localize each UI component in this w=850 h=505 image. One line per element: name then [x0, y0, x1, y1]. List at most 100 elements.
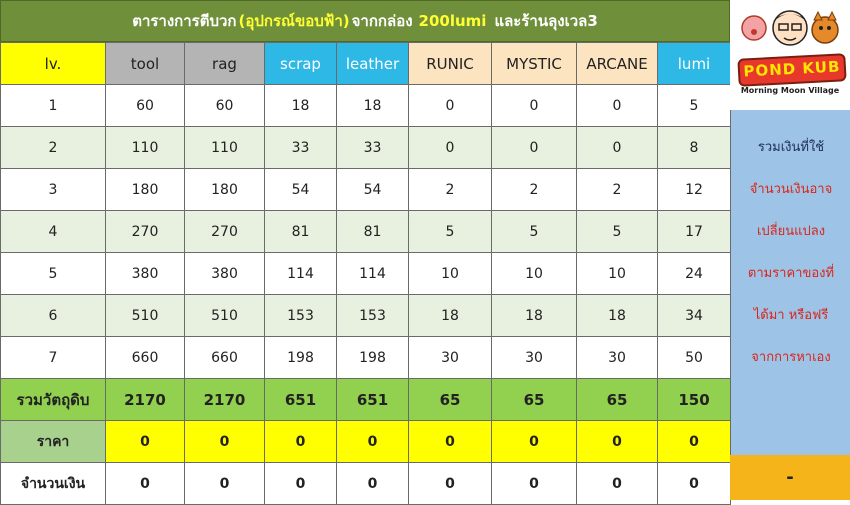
- total-label[interactable]: รวมวัตถุดิบ: [0, 378, 106, 421]
- total-cell[interactable]: 150: [657, 378, 731, 421]
- table-cell[interactable]: 12: [657, 168, 731, 211]
- amount-cell[interactable]: 0: [491, 462, 577, 505]
- table-cell[interactable]: 7: [0, 336, 106, 379]
- table-cell[interactable]: 180: [105, 168, 185, 211]
- table-cell[interactable]: 33: [264, 126, 337, 169]
- header-cell[interactable]: lumi: [657, 42, 731, 85]
- table-cell[interactable]: 18: [491, 294, 577, 337]
- table-cell[interactable]: 10: [408, 252, 492, 295]
- table-cell[interactable]: 8: [657, 126, 731, 169]
- table-cell[interactable]: 270: [184, 210, 265, 253]
- table-cell[interactable]: 24: [657, 252, 731, 295]
- table-cell[interactable]: 1: [0, 84, 106, 127]
- table-cell[interactable]: 660: [105, 336, 185, 379]
- amount-cell[interactable]: 0: [576, 462, 658, 505]
- header-cell[interactable]: lv.: [0, 42, 106, 85]
- amount-cell[interactable]: 0: [408, 462, 492, 505]
- table-cell[interactable]: 5: [491, 210, 577, 253]
- total-cell[interactable]: 65: [408, 378, 492, 421]
- table-cell[interactable]: 0: [408, 84, 492, 127]
- table-cell[interactable]: 0: [576, 126, 658, 169]
- total-cell[interactable]: 2170: [105, 378, 185, 421]
- table-cell[interactable]: 6: [0, 294, 106, 337]
- total-cell[interactable]: 65: [491, 378, 577, 421]
- header-cell[interactable]: tool: [105, 42, 185, 85]
- table-cell[interactable]: 2: [491, 168, 577, 211]
- price-cell[interactable]: 0: [105, 420, 185, 463]
- amount-cell[interactable]: 0: [264, 462, 337, 505]
- amount-cell[interactable]: 0: [105, 462, 185, 505]
- table-cell[interactable]: 0: [491, 84, 577, 127]
- table-cell[interactable]: 50: [657, 336, 731, 379]
- table-cell[interactable]: 18: [264, 84, 337, 127]
- table-cell[interactable]: 18: [336, 84, 409, 127]
- table-cell[interactable]: 2: [0, 126, 106, 169]
- table-cell[interactable]: 153: [336, 294, 409, 337]
- table-cell[interactable]: 380: [105, 252, 185, 295]
- table-cell[interactable]: 0: [576, 84, 658, 127]
- table-cell[interactable]: 2: [408, 168, 492, 211]
- table-cell[interactable]: 110: [184, 126, 265, 169]
- table-cell[interactable]: 510: [184, 294, 265, 337]
- price-label[interactable]: ราคา: [0, 420, 106, 463]
- amount-label[interactable]: จำนวนเงิน: [0, 462, 106, 505]
- amount-cell[interactable]: 0: [657, 462, 731, 505]
- price-cell[interactable]: 0: [576, 420, 658, 463]
- table-cell[interactable]: 2: [576, 168, 658, 211]
- table-cell[interactable]: 30: [576, 336, 658, 379]
- price-cell[interactable]: 0: [491, 420, 577, 463]
- table-cell[interactable]: 34: [657, 294, 731, 337]
- table-cell[interactable]: 5: [0, 252, 106, 295]
- header-cell[interactable]: MYSTIC: [491, 42, 577, 85]
- header-cell[interactable]: scrap: [264, 42, 337, 85]
- table-cell[interactable]: 5: [408, 210, 492, 253]
- table-cell[interactable]: 81: [264, 210, 337, 253]
- table-cell[interactable]: 114: [336, 252, 409, 295]
- price-cell[interactable]: 0: [336, 420, 409, 463]
- price-cell[interactable]: 0: [264, 420, 337, 463]
- table-cell[interactable]: 54: [336, 168, 409, 211]
- table-cell[interactable]: 3: [0, 168, 106, 211]
- table-cell[interactable]: 153: [264, 294, 337, 337]
- table-cell[interactable]: 5: [576, 210, 658, 253]
- price-cell[interactable]: 0: [184, 420, 265, 463]
- table-cell[interactable]: 81: [336, 210, 409, 253]
- table-cell[interactable]: 18: [408, 294, 492, 337]
- price-cell[interactable]: 0: [408, 420, 492, 463]
- table-cell[interactable]: 60: [105, 84, 185, 127]
- table-cell[interactable]: 660: [184, 336, 265, 379]
- table-cell[interactable]: 0: [491, 126, 577, 169]
- price-cell[interactable]: 0: [657, 420, 731, 463]
- table-cell[interactable]: 4: [0, 210, 106, 253]
- amount-cell[interactable]: 0: [336, 462, 409, 505]
- header-cell[interactable]: leather: [336, 42, 409, 85]
- table-cell[interactable]: 10: [576, 252, 658, 295]
- table-cell[interactable]: 10: [491, 252, 577, 295]
- header-cell[interactable]: ARCANE: [576, 42, 658, 85]
- table-cell[interactable]: 18: [576, 294, 658, 337]
- table-cell[interactable]: 380: [184, 252, 265, 295]
- table-cell[interactable]: 0: [408, 126, 492, 169]
- table-cell[interactable]: 30: [491, 336, 577, 379]
- total-cell[interactable]: 651: [336, 378, 409, 421]
- table-cell[interactable]: 198: [336, 336, 409, 379]
- table-cell[interactable]: 30: [408, 336, 492, 379]
- table-cell[interactable]: 33: [336, 126, 409, 169]
- amount-cell[interactable]: 0: [184, 462, 265, 505]
- table-cell[interactable]: 114: [264, 252, 337, 295]
- header-cell[interactable]: RUNIC: [408, 42, 492, 85]
- total-cell[interactable]: 65: [576, 378, 658, 421]
- table-cell[interactable]: 198: [264, 336, 337, 379]
- total-cell[interactable]: 2170: [184, 378, 265, 421]
- table-cell[interactable]: 60: [184, 84, 265, 127]
- table-cell[interactable]: 180: [184, 168, 265, 211]
- total-cell[interactable]: 651: [264, 378, 337, 421]
- table-cell[interactable]: 54: [264, 168, 337, 211]
- header-cell[interactable]: rag: [184, 42, 265, 85]
- table-cell[interactable]: 510: [105, 294, 185, 337]
- table-cell[interactable]: 17: [657, 210, 731, 253]
- table-cell[interactable]: 270: [105, 210, 185, 253]
- table-cell[interactable]: 5: [657, 84, 731, 127]
- side-total-cell[interactable]: -: [730, 455, 850, 500]
- table-cell[interactable]: 110: [105, 126, 185, 169]
